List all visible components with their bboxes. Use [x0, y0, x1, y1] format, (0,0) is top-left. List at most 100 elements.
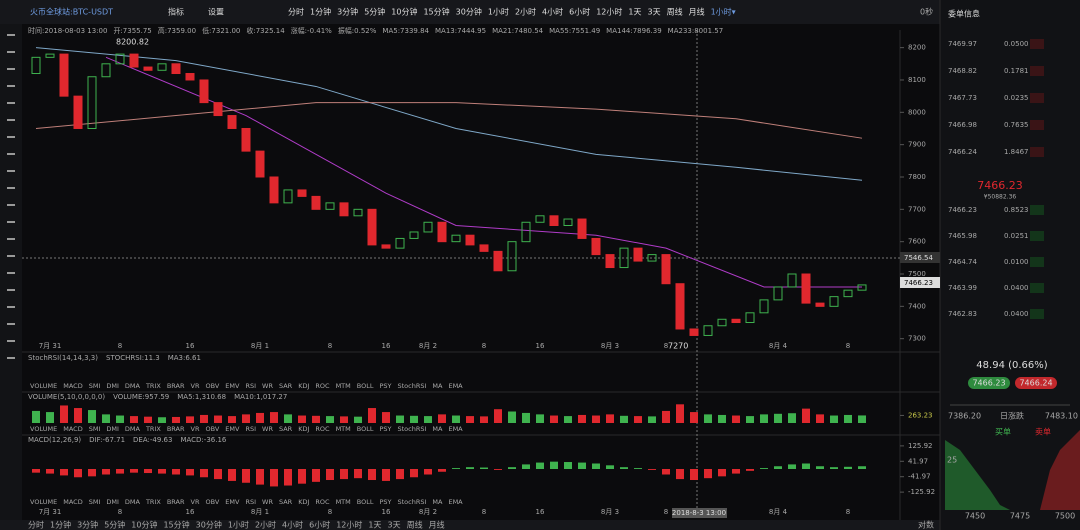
indicator-tab[interactable]: MACD [63, 498, 82, 506]
indicator-tab[interactable]: VR [191, 382, 200, 390]
buy-button[interactable] [968, 377, 1010, 389]
indicator-tab[interactable]: SAR [279, 498, 293, 506]
indicator-tab[interactable]: EMA [448, 382, 463, 390]
volume-bar [88, 410, 96, 423]
indicator-tab[interactable]: MTM [336, 382, 351, 390]
indicator-tab[interactable]: DMA [125, 498, 141, 506]
indicator-tab[interactable]: OBV [205, 382, 219, 390]
indicator-tab[interactable]: MACD [63, 382, 82, 390]
market[interactable]: 火币全球站:BTC-USDT [30, 7, 113, 17]
tool-icon[interactable] [7, 340, 15, 342]
indicator-tab[interactable]: SAR [279, 425, 293, 433]
indicator-tab[interactable]: OBV [205, 425, 219, 433]
tool-icon[interactable] [7, 187, 15, 189]
indicator-tab[interactable]: TRIX [145, 498, 161, 506]
tool-icon[interactable] [7, 68, 15, 70]
indicator-tab[interactable]: RSI [245, 382, 256, 390]
tool-icon[interactable] [7, 289, 15, 291]
indicator-tab[interactable]: VR [191, 498, 200, 506]
sell-price[interactable]: 7466.24 [1019, 379, 1052, 388]
indicator-tab[interactable]: WR [262, 498, 273, 506]
tool-icon[interactable] [7, 357, 15, 359]
indicator-tab[interactable]: DMI [106, 425, 119, 433]
indicator-tab[interactable]: EMA [448, 498, 463, 506]
indicator-tab[interactable]: SMI [89, 382, 101, 390]
volume-bar [130, 416, 138, 423]
indicator-tab[interactable]: SMI [89, 425, 101, 433]
indicator-tab[interactable]: WR [262, 382, 273, 390]
tool-icon[interactable] [7, 255, 15, 257]
indicator-tab[interactable]: StochRSI [398, 425, 427, 433]
tool-icon[interactable] [7, 51, 15, 53]
indicator-tab[interactable]: MTM [336, 498, 351, 506]
indicator-tab[interactable]: PSY [379, 498, 391, 506]
bid-bar [1030, 231, 1044, 241]
tool-icon[interactable] [7, 153, 15, 155]
tool-icon[interactable] [7, 136, 15, 138]
tool-icon[interactable] [7, 306, 15, 308]
tool-icon[interactable] [7, 204, 15, 206]
tool-icon[interactable] [7, 238, 15, 240]
indicator-tab[interactable]: EMV [225, 498, 240, 506]
volume-bar [690, 412, 698, 423]
indicator-tab[interactable]: KDJ [298, 498, 309, 506]
indicator-tab[interactable]: VR [191, 425, 200, 433]
indicator-tab[interactable]: OBV [205, 498, 219, 506]
indicator-tab[interactable]: BRAR [167, 382, 185, 390]
candle [451, 234, 461, 243]
settings-button[interactable]: 设置 [208, 7, 224, 17]
indicator-tab[interactable]: DMA [125, 382, 141, 390]
indicator-tab[interactable]: WR [262, 425, 273, 433]
indicator-tab[interactable]: RSI [245, 498, 256, 506]
indicator-tab[interactable]: KDJ [298, 382, 309, 390]
indicator-tab[interactable]: EMA [448, 425, 463, 433]
tool-icon[interactable] [7, 170, 15, 172]
indicator-tab[interactable]: DMI [106, 382, 119, 390]
indicator-tab[interactable]: ROC [315, 498, 330, 506]
indicator-tab[interactable]: VOLUME [30, 498, 57, 506]
panel-title: 委单信息 [948, 9, 980, 19]
buy-price[interactable]: 7466.23 [972, 379, 1005, 388]
tool-icon[interactable] [7, 102, 15, 104]
tool-icon[interactable] [7, 34, 15, 36]
indicator-tab[interactable]: MA [432, 382, 443, 390]
indicator-tab[interactable]: TRIX [145, 382, 161, 390]
indicator-tab[interactable]: DMA [125, 425, 141, 433]
indicator-tab[interactable]: TRIX [145, 425, 161, 433]
tool-icon[interactable] [7, 85, 15, 87]
indicator-tab[interactable]: MTM [336, 425, 351, 433]
indicator-tab[interactable]: MACD [63, 425, 82, 433]
indicator-tab[interactable]: StochRSI [398, 382, 427, 390]
indicator-tab[interactable]: ROC [315, 382, 330, 390]
indicator-tab[interactable]: SAR [279, 382, 293, 390]
tool-icon[interactable] [7, 272, 15, 274]
log-button[interactable]: 对数 [918, 520, 934, 530]
sell-button[interactable] [1015, 377, 1057, 389]
active-period[interactable]: 1小时▾ [711, 7, 736, 17]
indicator-tab[interactable]: BOLL [357, 498, 374, 506]
macd-bar [298, 469, 306, 484]
indicator-tab[interactable]: BRAR [167, 498, 185, 506]
indicator-tab[interactable]: MA [432, 425, 443, 433]
indicator-tab[interactable]: PSY [379, 382, 391, 390]
indicator-tab[interactable]: KDJ [298, 425, 309, 433]
indicator-tab[interactable]: RSI [245, 425, 256, 433]
indicator-tab[interactable]: DMI [106, 498, 119, 506]
indicator-button[interactable]: 指标 [168, 7, 184, 17]
period-button: 1分钟 [310, 7, 331, 17]
indicator-tab[interactable]: VOLUME [30, 425, 57, 433]
indicator-tab[interactable]: ROC [315, 425, 330, 433]
indicator-tab[interactable]: EMV [225, 425, 240, 433]
indicator-tab[interactable]: MA [432, 498, 443, 506]
indicator-tab[interactable]: BOLL [357, 382, 374, 390]
indicator-tab[interactable]: PSY [379, 425, 391, 433]
indicator-tab[interactable]: SMI [89, 498, 101, 506]
indicator-tab[interactable]: BRAR [167, 425, 185, 433]
indicator-tab[interactable]: StochRSI [398, 498, 427, 506]
tool-icon[interactable] [7, 119, 15, 121]
indicator-tab[interactable]: VOLUME [30, 382, 57, 390]
tool-icon[interactable] [7, 323, 15, 325]
indicator-tab[interactable]: EMV [225, 382, 240, 390]
indicator-tab[interactable]: BOLL [357, 425, 374, 433]
tool-icon[interactable] [7, 221, 15, 223]
